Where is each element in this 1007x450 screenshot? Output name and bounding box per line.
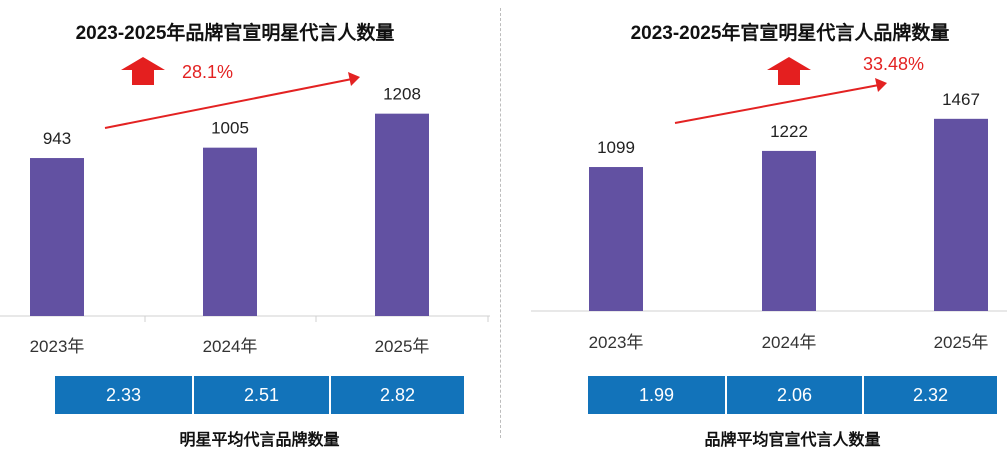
right-bar-3 xyxy=(934,118,988,311)
left-average-cell: 2.33 xyxy=(55,376,192,414)
right-x-tick-label: 2025年 xyxy=(934,333,989,352)
left-bar-value-label: 943 xyxy=(43,129,71,148)
left-average-row: 2.33 2.51 2.82 xyxy=(55,376,464,414)
left-chart-title: 2023-2025年品牌官宣明星代言人数量 xyxy=(75,23,395,44)
right-bar-2 xyxy=(762,150,816,311)
right-table-caption: 品牌平均官宣代言人数量 xyxy=(704,432,881,449)
right-growth-label: 33.48% xyxy=(863,54,924,74)
right-chart-panel: 2023-2025年官宣明星代言人品牌数量 33.48% 1099 2023年 12… xyxy=(503,0,1007,450)
left-bar-value-label: 1208 xyxy=(383,85,421,104)
left-chart-panel: 2023-2025年品牌官宣明星代言人数量 28.1% 943 2023年 1005… xyxy=(0,0,500,450)
left-x-tick-label: 2024年 xyxy=(203,337,258,356)
left-bar-1 xyxy=(30,158,84,316)
right-x-tick-label: 2024年 xyxy=(762,333,817,352)
left-bar-2 xyxy=(203,147,257,316)
left-bar-value-label: 1005 xyxy=(211,119,249,138)
panel-divider xyxy=(500,8,501,438)
right-bar-value-label: 1099 xyxy=(597,138,635,157)
right-up-arrow-icon xyxy=(767,57,811,85)
left-growth-label: 28.1% xyxy=(182,62,233,82)
left-up-arrow-icon xyxy=(121,57,165,85)
right-average-cell: 2.06 xyxy=(725,376,862,414)
right-bar-1 xyxy=(589,167,643,311)
left-table-caption: 明星平均代言品牌数量 xyxy=(179,432,340,449)
right-average-cell: 2.32 xyxy=(862,376,997,414)
left-x-tick-label: 2025年 xyxy=(375,337,430,356)
right-growth-arrowhead xyxy=(875,78,887,92)
left-growth-arrow xyxy=(104,78,353,129)
left-x-tick-label: 2023年 xyxy=(30,337,85,356)
right-bar-chart: 33.48% 1099 2023年 1222 2024年 1467 2025年 xyxy=(531,54,1007,352)
right-average-cell: 1.99 xyxy=(588,376,725,414)
left-average-cell: 2.82 xyxy=(329,376,464,414)
right-bar-value-label: 1222 xyxy=(770,122,808,141)
left-average-cell: 2.51 xyxy=(192,376,329,414)
right-bar-value-label: 1467 xyxy=(942,90,980,109)
right-average-row: 1.99 2.06 2.32 xyxy=(588,376,997,414)
left-bar-chart: 28.1% 943 2023年 1005 2024年 1208 2025年 xyxy=(0,57,490,356)
right-x-tick-label: 2023年 xyxy=(589,333,644,352)
left-growth-arrowhead xyxy=(348,72,360,86)
right-chart-title: 2023-2025年官宣明星代言人品牌数量 xyxy=(630,23,950,44)
left-bar-3 xyxy=(375,113,429,316)
right-growth-arrow xyxy=(674,84,880,124)
